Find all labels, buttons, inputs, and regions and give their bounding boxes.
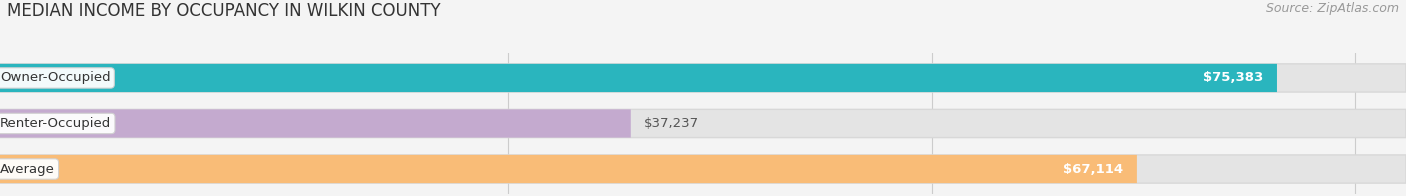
FancyBboxPatch shape — [0, 109, 631, 138]
Text: Source: ZipAtlas.com: Source: ZipAtlas.com — [1265, 2, 1399, 15]
Text: $37,237: $37,237 — [644, 117, 699, 130]
Text: $75,383: $75,383 — [1204, 72, 1264, 84]
Text: Average: Average — [0, 162, 55, 175]
Text: $67,114: $67,114 — [1063, 162, 1123, 175]
FancyBboxPatch shape — [0, 155, 1406, 183]
FancyBboxPatch shape — [0, 64, 1277, 92]
FancyBboxPatch shape — [0, 109, 1406, 138]
FancyBboxPatch shape — [0, 64, 1406, 92]
Text: MEDIAN INCOME BY OCCUPANCY IN WILKIN COUNTY: MEDIAN INCOME BY OCCUPANCY IN WILKIN COU… — [7, 2, 440, 20]
Text: Renter-Occupied: Renter-Occupied — [0, 117, 111, 130]
FancyBboxPatch shape — [0, 155, 1137, 183]
Text: Owner-Occupied: Owner-Occupied — [0, 72, 111, 84]
